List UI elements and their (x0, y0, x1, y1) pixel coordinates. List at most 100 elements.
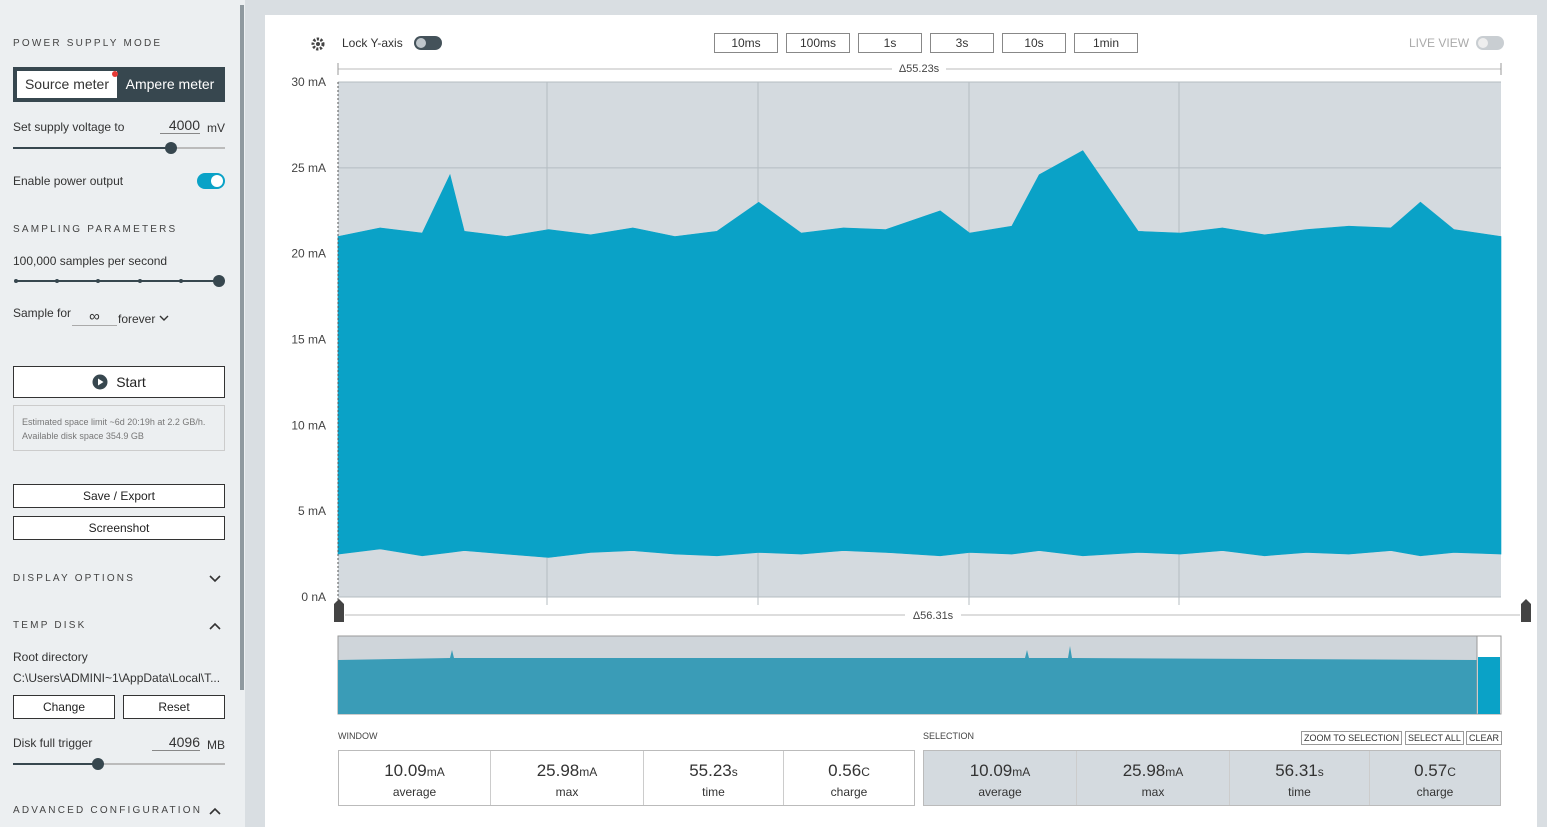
slider-dot (96, 279, 100, 283)
slider-knob[interactable] (92, 758, 104, 770)
heading[interactable]: DISPLAY OPTIONS (13, 573, 136, 584)
scrollbar (240, 5, 244, 690)
play-icon (92, 374, 108, 390)
selection-stats: 10.09mA average 25.98mA max 56.31s time 0.5… (923, 750, 1501, 806)
range-button[interactable]: 1min (1074, 33, 1138, 53)
y-tick-label: 25 mA (291, 161, 326, 175)
range-button[interactable]: 1s (858, 33, 922, 53)
unit: mV (207, 121, 225, 135)
y-tick-label: 15 mA (291, 333, 326, 347)
stat-unit: mA (579, 765, 598, 779)
slider-track (16, 280, 219, 282)
stat-unit: s (731, 765, 738, 779)
stat-value: 0.56 (828, 761, 862, 780)
selection-label: SELECTION (923, 731, 975, 741)
lock-label: Lock Y-axis (342, 36, 403, 50)
save-button[interactable]: Save / Export (13, 484, 225, 508)
clear-button[interactable]: CLEAR (1466, 731, 1503, 745)
current-trace (337, 150, 1502, 558)
slider-dot (138, 279, 142, 283)
range-button[interactable]: 10ms (714, 33, 778, 53)
duration-input[interactable]: ∞ (72, 309, 117, 326)
total-delta: Δ56.31s (913, 610, 954, 622)
label: Disk full trigger (13, 736, 93, 750)
stat-value: 10.09 (384, 761, 427, 780)
live-label: LIVE VIEW (1409, 36, 1470, 50)
heading: SAMPLING PARAMETERS (13, 224, 178, 235)
slider-knob[interactable] (213, 275, 225, 287)
start-button[interactable]: Start (13, 366, 225, 398)
y-tick-label: 20 mA (291, 247, 326, 261)
zoom-button[interactable]: ZOOM TO SELECTION (1301, 731, 1403, 745)
stat-value: 25.98 (1122, 761, 1166, 780)
range-handle[interactable] (1521, 599, 1531, 622)
range-handle[interactable] (334, 599, 344, 622)
stat-unit: C (861, 765, 870, 779)
mode-option[interactable]: Ampere meter (125, 76, 215, 92)
stat: 0.57C charge (1370, 751, 1500, 805)
stat: 55.23s time (644, 751, 784, 805)
stat-value: 25.98 (536, 761, 580, 780)
y-tick-label: 0 nA (301, 590, 326, 604)
stat-label: charge (1416, 785, 1454, 799)
series (337, 150, 1502, 558)
y-tick-label: 10 mA (291, 418, 326, 432)
change-button[interactable]: Change (13, 695, 115, 719)
window-label: WINDOW (338, 731, 378, 741)
chevron (159, 315, 169, 321)
mode-option[interactable]: Source meter (17, 71, 117, 98)
reset-button[interactable]: Reset (123, 695, 225, 719)
minimap-trace (338, 646, 1477, 714)
stat-value: 0.57 (1414, 761, 1448, 780)
duration-unit[interactable]: forever (118, 312, 156, 326)
chevron (209, 807, 221, 815)
stat: 0.56C charge (784, 751, 914, 805)
label: 100,000 samples per second (13, 254, 168, 268)
stat-label: time (1288, 785, 1311, 799)
minimap-window-trace (1478, 657, 1500, 714)
stat-unit: C (1447, 765, 1456, 779)
toggle-knob (416, 38, 426, 48)
label: Set supply voltage to (13, 120, 125, 134)
slider-dot (179, 279, 183, 283)
screenshot-button[interactable]: Screenshot (13, 516, 225, 540)
range-button[interactable]: 10s (1002, 33, 1066, 53)
stat: 10.09mA average (339, 751, 491, 805)
chevron (209, 622, 221, 630)
trigger-input[interactable]: 4096 (152, 734, 200, 751)
stat: 56.31s time (1230, 751, 1370, 805)
y-tick-label: 30 mA (291, 75, 326, 89)
settings-icon[interactable] (311, 37, 325, 51)
heading[interactable]: ADVANCED CONFIGURATION (13, 805, 203, 816)
output-toggle[interactable] (197, 173, 225, 189)
slider-dot (55, 279, 59, 283)
select-all-button[interactable]: SELECT ALL (1405, 731, 1464, 745)
stat-label: average (392, 785, 437, 799)
toggle-knob (1478, 38, 1488, 48)
button-label: Start (116, 374, 146, 390)
stat-unit: mA (1012, 765, 1031, 779)
y-tick-label: 5 mA (298, 504, 326, 518)
stat-unit: mA (1165, 765, 1184, 779)
unit: MB (207, 738, 225, 752)
stat-label: average (978, 785, 1022, 799)
range-button[interactable]: 100ms (786, 33, 850, 53)
stat-label: time (702, 785, 725, 799)
slider-fill (13, 147, 171, 149)
stat-value: 56.31 (1275, 761, 1318, 780)
stat-value: 55.23 (689, 761, 732, 780)
label: Enable power output (13, 174, 124, 188)
range-button[interactable]: 3s (930, 33, 994, 53)
stat-unit: mA (426, 765, 445, 779)
label: Sample for (13, 306, 72, 320)
stat: 25.98mA max (491, 751, 644, 805)
heading[interactable]: TEMP DISK (13, 620, 87, 631)
indicator (112, 71, 118, 77)
slider-track (13, 763, 225, 765)
voltage-input[interactable]: 4000 (160, 117, 200, 134)
slider-knob[interactable] (165, 142, 177, 154)
stat-unit: s (1317, 765, 1324, 779)
stat: 25.98mA max (1077, 751, 1230, 805)
